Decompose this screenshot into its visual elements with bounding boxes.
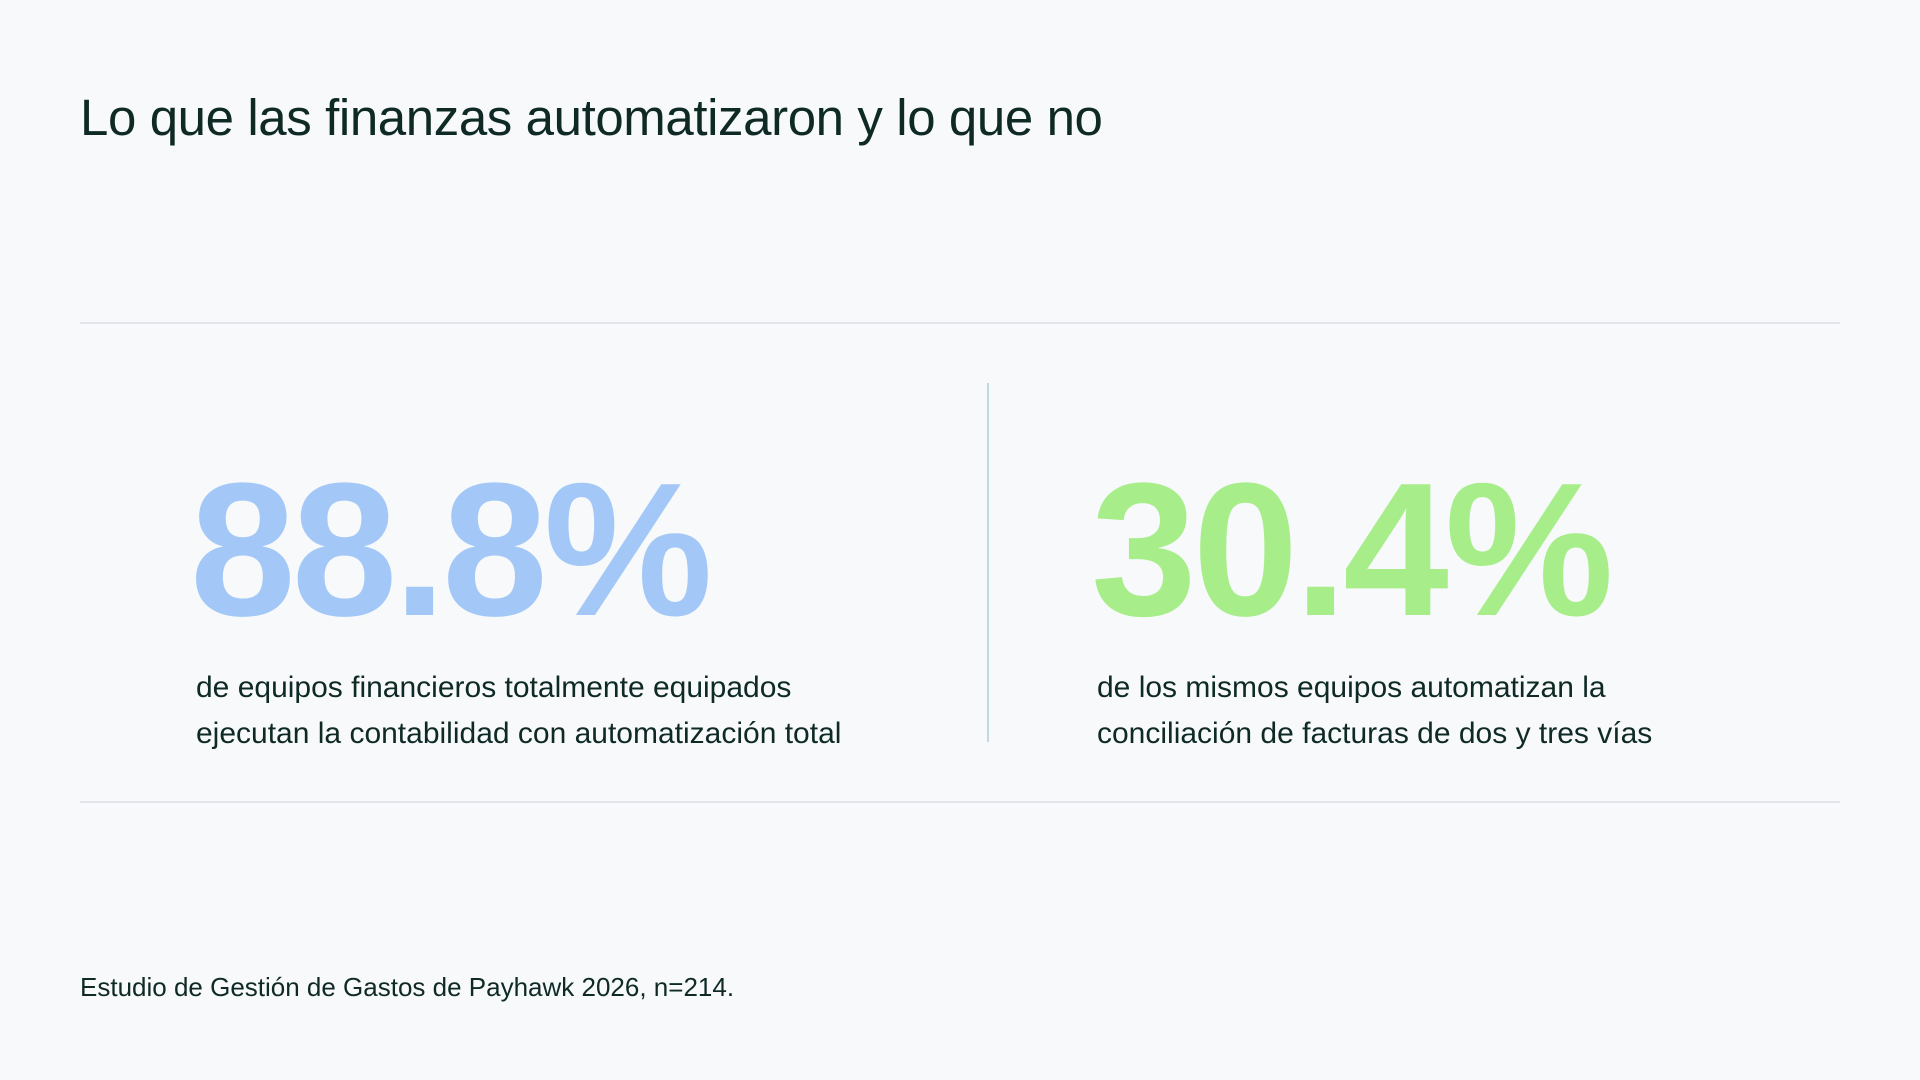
stat-card-accounting: 88.8% de equipos financieros totalmente … bbox=[190, 455, 956, 757]
stat-description: de equipos financieros totalmente equipa… bbox=[196, 665, 956, 757]
stat-card-reconciliation: 30.4% de los mismos equipos automatizan … bbox=[1091, 455, 1857, 757]
source-note: Estudio de Gestión de Gastos de Payhawk … bbox=[80, 972, 735, 1002]
stat-value: 30.4% bbox=[1091, 444, 1614, 656]
vertical-divider bbox=[987, 383, 989, 742]
stat-value: 88.8% bbox=[190, 444, 713, 656]
stat-description-line: de los mismos equipos automatizan la bbox=[1097, 671, 1606, 704]
stat-description: de los mismos equipos automatizan la con… bbox=[1097, 665, 1857, 757]
stat-description-line: ejecutan la contabilidad con automatizac… bbox=[196, 717, 842, 750]
top-rule bbox=[80, 322, 1840, 324]
stat-description-line: de equipos financieros totalmente equipa… bbox=[196, 671, 792, 704]
stat-description-line: conciliación de facturas de dos y tres v… bbox=[1097, 717, 1653, 750]
bottom-rule bbox=[80, 801, 1840, 803]
page-title: Lo que las finanzas automatizaron y lo q… bbox=[80, 89, 1103, 146]
